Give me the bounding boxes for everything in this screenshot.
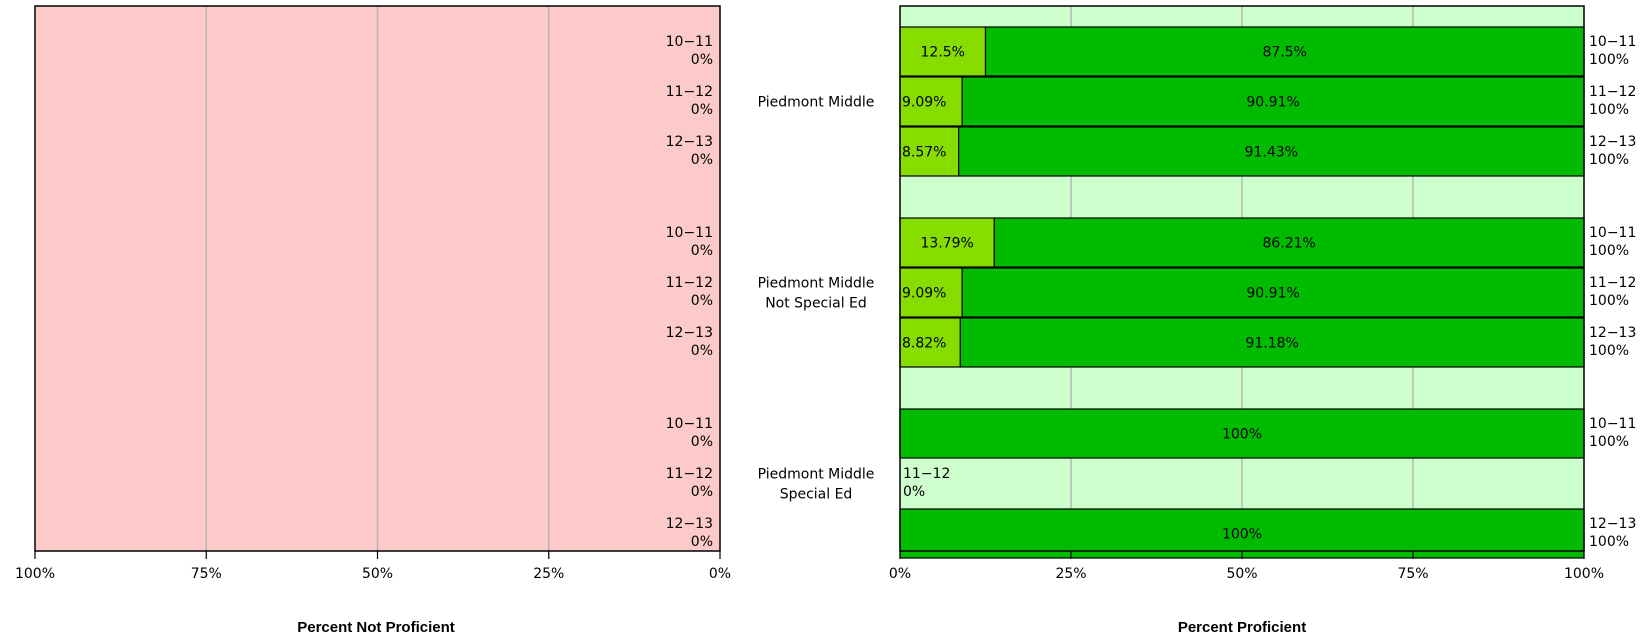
group-label: Not Special Ed	[765, 296, 867, 312]
right-bar-year-label: 12−13	[1589, 325, 1636, 341]
right-bar-year-label: 10−11	[1589, 34, 1636, 50]
right-bar-segment	[958, 126, 1585, 177]
left-bar-total-label: 0%	[691, 52, 713, 68]
left-x-tick-label: 25%	[533, 566, 564, 582]
left-bar-year-label: 12−13	[666, 134, 713, 150]
left-x-axis-title: Percent Not Proficient	[297, 619, 455, 636]
right-bar-value-label: 9.09%	[902, 286, 946, 302]
left-bar-total-label: 0%	[691, 484, 713, 500]
group-label: Piedmont Middle	[758, 95, 875, 111]
left-bar-total-label: 0%	[691, 293, 713, 309]
right-bar-value-label: 86.21%	[1262, 236, 1315, 252]
left-bar-total-label: 0%	[691, 243, 713, 259]
left-bar-year-label: 11−12	[666, 275, 713, 291]
right-bar-value-label: 12.5%	[921, 45, 965, 61]
right-x-tick-label: 0%	[889, 566, 911, 582]
left-bar-year-label: 10−11	[666, 34, 713, 50]
right-bar-year-label: 11−12	[1589, 275, 1636, 291]
right-bar-segment	[899, 408, 1585, 459]
right-x-tick-label: 25%	[1055, 566, 1086, 582]
right-bar-year-label: 11−12	[1589, 84, 1636, 100]
left-bar-year-label: 12−13	[666, 325, 713, 341]
right-bar-value-label: 8.82%	[902, 336, 946, 352]
right-bar-segment	[993, 217, 1585, 268]
right-bar-value-label: 90.91%	[1246, 95, 1299, 111]
right-bar-value-label: 91.43%	[1245, 145, 1298, 161]
right-bar-segment	[984, 26, 1585, 77]
right-bar-year-label: 12−13	[1589, 134, 1636, 150]
right-bar-value-label: 13.79%	[920, 236, 973, 252]
group-label: Piedmont Middle	[758, 467, 875, 483]
right-bar-total-label: 100%	[1589, 434, 1629, 450]
left-bar-total-label: 0%	[691, 343, 713, 359]
right-bar-year-label: 12−13	[1589, 516, 1636, 532]
right-bar-total-label: 100%	[1589, 152, 1629, 168]
right-x-tick-label: 100%	[1564, 566, 1604, 582]
right-bar-total-label: 100%	[1589, 243, 1629, 259]
right-bar-total-label: 100%	[1589, 102, 1629, 118]
right-bar-total-label: 100%	[1589, 52, 1629, 68]
right-bar-segment	[961, 76, 1585, 127]
right-x-tick-label: 75%	[1397, 566, 1428, 582]
right-x-tick-label: 50%	[1226, 566, 1257, 582]
right-bar-segment	[899, 217, 995, 268]
right-bar-total-label: 0%	[903, 484, 925, 500]
left-x-tick-label: 100%	[15, 566, 55, 582]
right-bar-value-label: 9.09%	[902, 95, 946, 111]
right-bar-year-label: 11−12	[903, 466, 950, 482]
right-bar-segment	[961, 267, 1585, 318]
right-bar-segment	[959, 317, 1585, 368]
right-bar-segment	[899, 508, 1585, 559]
group-label: Special Ed	[780, 487, 853, 503]
right-bar-year-label: 10−11	[1589, 225, 1636, 241]
right-bar-value-label: 90.91%	[1246, 286, 1299, 302]
left-bar-total-label: 0%	[691, 102, 713, 118]
right-bar-total-label: 100%	[1589, 343, 1629, 359]
right-bar-total-label: 100%	[1589, 534, 1629, 550]
right-bar-value-label: 91.18%	[1245, 336, 1298, 352]
right-bar-value-label: 8.57%	[902, 145, 946, 161]
right-bar-year-label: 10−11	[1589, 416, 1636, 432]
right-bar-value-label: 87.5%	[1263, 45, 1307, 61]
left-x-tick-label: 50%	[362, 566, 393, 582]
right-bar-value-label: 100%	[1222, 527, 1262, 543]
left-bar-year-label: 10−11	[666, 225, 713, 241]
left-bar-total-label: 0%	[691, 534, 713, 550]
right-x-axis-title: Percent Proficient	[1178, 619, 1306, 636]
left-bar-year-label: 10−11	[666, 416, 713, 432]
left-bar-year-label: 12−13	[666, 516, 713, 532]
left-bar-year-label: 11−12	[666, 84, 713, 100]
left-bar-total-label: 0%	[691, 152, 713, 168]
right-bar-total-label: 100%	[1589, 293, 1629, 309]
left-bar-year-label: 11−12	[666, 466, 713, 482]
left-bar-total-label: 0%	[691, 434, 713, 450]
right-bar-value-label: 100%	[1222, 427, 1262, 443]
left-x-tick-label: 0%	[709, 566, 731, 582]
left-x-tick-label: 75%	[191, 566, 222, 582]
group-label: Piedmont Middle	[758, 276, 875, 292]
